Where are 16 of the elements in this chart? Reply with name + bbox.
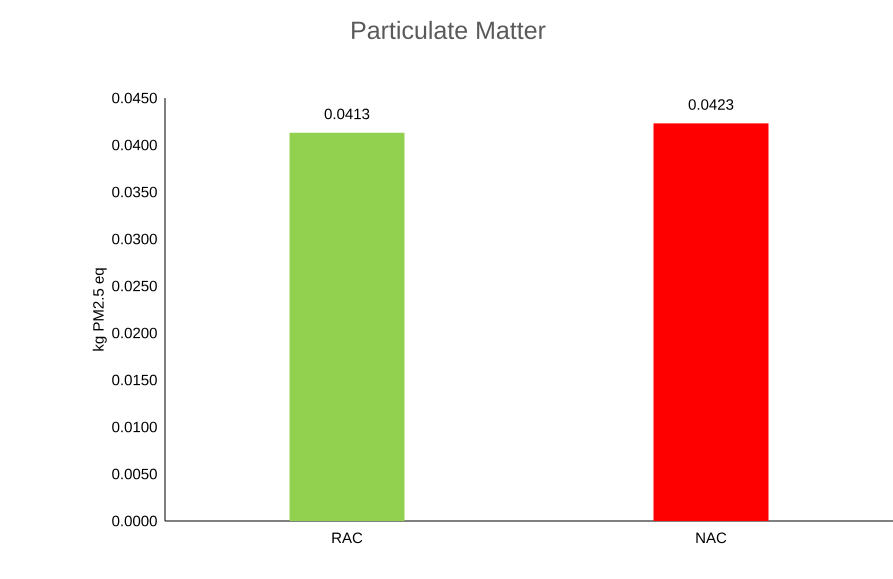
y-tick-label: 0.0300 (112, 234, 157, 244)
data-label: 0.0423 (688, 99, 734, 110)
y-tick-label: 0.0050 (112, 468, 157, 480)
y-tick-label: 0.0100 (112, 422, 157, 432)
x-tick-label: NAC (696, 532, 726, 544)
y-tick-label: 0.0250 (112, 280, 157, 292)
y-tick-label: 0.0350 (112, 186, 157, 198)
y-tick-label: 0.0000 (112, 516, 157, 526)
x-tick-label: RAC (332, 532, 362, 544)
y-tick-label: 0.0450 (112, 92, 157, 104)
chart-title: Particulate Matter (352, 20, 546, 40)
y-axis-title: kg PM2.5 eq (92, 268, 107, 351)
data-label: 0.0413 (324, 108, 370, 120)
y-tick-label: 0.0400 (112, 140, 157, 150)
y-tick-label: 0.0200 (112, 328, 157, 338)
y-tick-label: 0.0150 (112, 374, 157, 386)
